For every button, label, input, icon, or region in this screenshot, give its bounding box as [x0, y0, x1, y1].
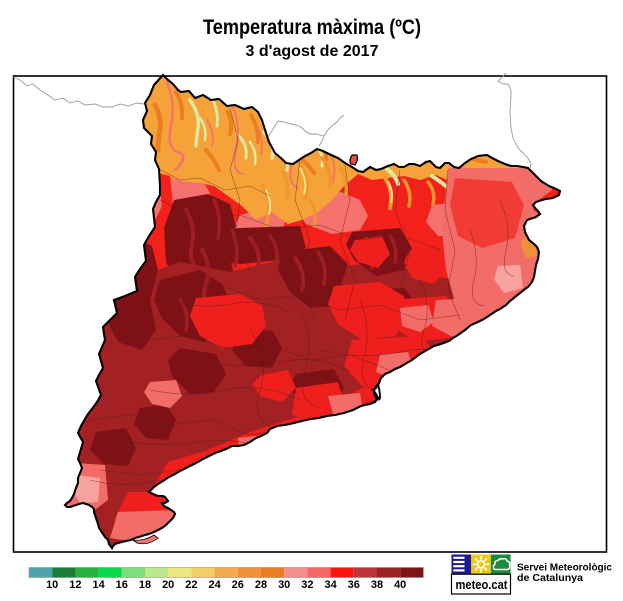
- svg-text:Servei Meteorològic: Servei Meteorològic: [517, 563, 613, 574]
- svg-text:10: 10: [46, 579, 58, 591]
- svg-text:40: 40: [394, 579, 406, 591]
- svg-text:38: 38: [371, 579, 383, 591]
- svg-text:34: 34: [324, 579, 337, 591]
- svg-text:16: 16: [116, 579, 128, 591]
- svg-text:12: 12: [69, 579, 81, 591]
- svg-text:22: 22: [185, 579, 197, 591]
- svg-text:de Catalunya: de Catalunya: [517, 573, 584, 584]
- svg-text:14: 14: [92, 579, 105, 591]
- svg-text:Temperatura màxima (ºC): Temperatura màxima (ºC): [203, 16, 421, 39]
- svg-text:24: 24: [208, 579, 221, 591]
- svg-text:32: 32: [301, 579, 313, 591]
- svg-text:28: 28: [255, 579, 267, 591]
- svg-text:26: 26: [232, 579, 244, 591]
- svg-text:18: 18: [139, 579, 151, 591]
- svg-text:36: 36: [348, 579, 360, 591]
- svg-text:20: 20: [162, 579, 174, 591]
- svg-text:3 d'agost de 2017: 3 d'agost de 2017: [246, 43, 379, 60]
- svg-text:30: 30: [278, 579, 290, 591]
- svg-text:meteo.cat: meteo.cat: [456, 578, 509, 592]
